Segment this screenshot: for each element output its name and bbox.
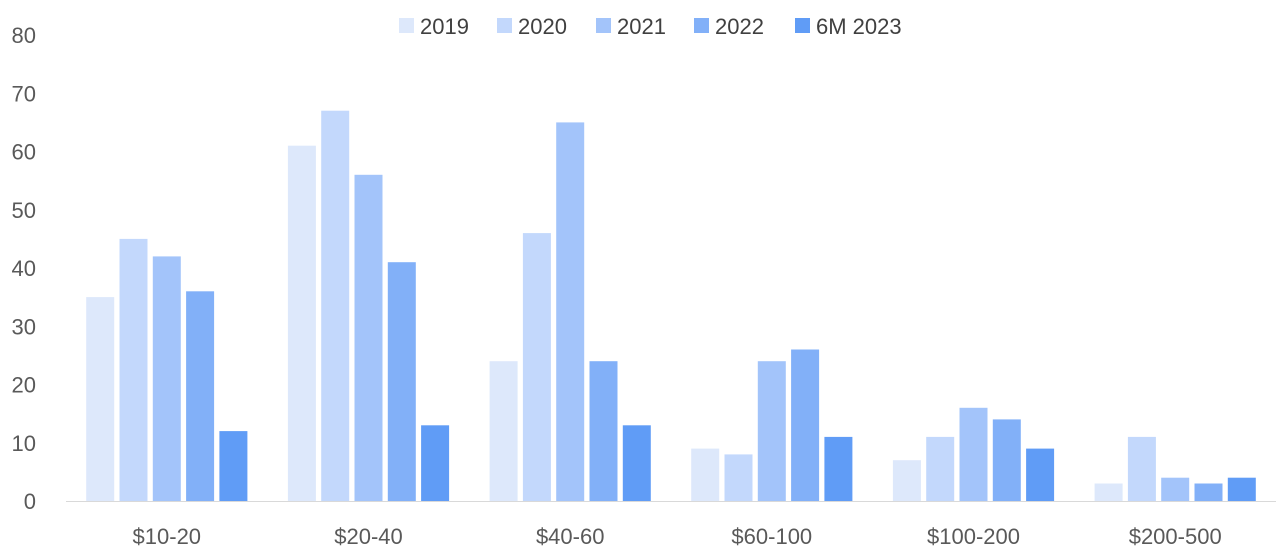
legend-swatch (795, 18, 810, 33)
y-tick-label: 70 (12, 81, 36, 106)
y-axis: 0 10 20 30 40 50 60 70 80 (12, 23, 36, 514)
bar (724, 454, 753, 501)
legend: 2019 2020 2021 2022 6M 2023 (399, 14, 902, 39)
bar (1194, 483, 1223, 501)
x-tick-label: $60-100 (731, 524, 812, 549)
x-tick-label: $200-500 (1129, 524, 1222, 549)
y-tick-label: 20 (12, 373, 36, 398)
legend-swatch (399, 18, 414, 33)
bar (959, 407, 988, 501)
bar (86, 297, 115, 501)
y-tick-label: 60 (12, 140, 36, 165)
y-tick-label: 80 (12, 23, 36, 48)
bar (354, 174, 383, 502)
bar (589, 361, 618, 501)
bar (219, 431, 248, 501)
bar (152, 256, 181, 501)
x-tick-label: $100-200 (927, 524, 1020, 549)
bar (1161, 477, 1190, 501)
bar (421, 425, 450, 501)
y-tick-label: 0 (24, 489, 36, 514)
y-tick-label: 10 (12, 431, 36, 456)
bar (757, 361, 786, 501)
legend-swatch (497, 18, 512, 33)
bar (119, 238, 148, 501)
bars (86, 110, 1256, 502)
y-tick-label: 50 (12, 198, 36, 223)
y-tick-label: 40 (12, 256, 36, 281)
x-axis: $10-20 $20-40 $40-60 $60-100 $100-200 $200-50… (66, 501, 1276, 549)
x-tick-label: $10-20 (133, 524, 202, 549)
legend-label: 2020 (518, 14, 567, 39)
bar (892, 460, 921, 501)
x-tick-label: $20-40 (334, 524, 403, 549)
legend-label: 6M 2023 (816, 14, 902, 39)
bar (387, 262, 416, 501)
bar (992, 419, 1021, 501)
bar (186, 291, 215, 501)
legend-label: 2021 (617, 14, 666, 39)
bar (1227, 477, 1256, 501)
bar (824, 436, 853, 501)
bar (489, 361, 518, 501)
bar (791, 349, 820, 501)
legend-swatch (596, 18, 611, 33)
bar (321, 110, 350, 501)
bar (1127, 436, 1156, 501)
bar (926, 436, 955, 501)
bar (691, 448, 720, 501)
bar (556, 122, 585, 502)
y-tick-label: 30 (12, 314, 36, 339)
bar (1026, 448, 1055, 501)
bar (1094, 483, 1123, 501)
x-tick-label: $40-60 (536, 524, 605, 549)
bar (522, 233, 551, 501)
legend-swatch (694, 18, 709, 33)
bar (622, 425, 651, 501)
bar (287, 145, 316, 501)
legend-label: 2019 (420, 14, 469, 39)
legend-label: 2022 (715, 14, 764, 39)
